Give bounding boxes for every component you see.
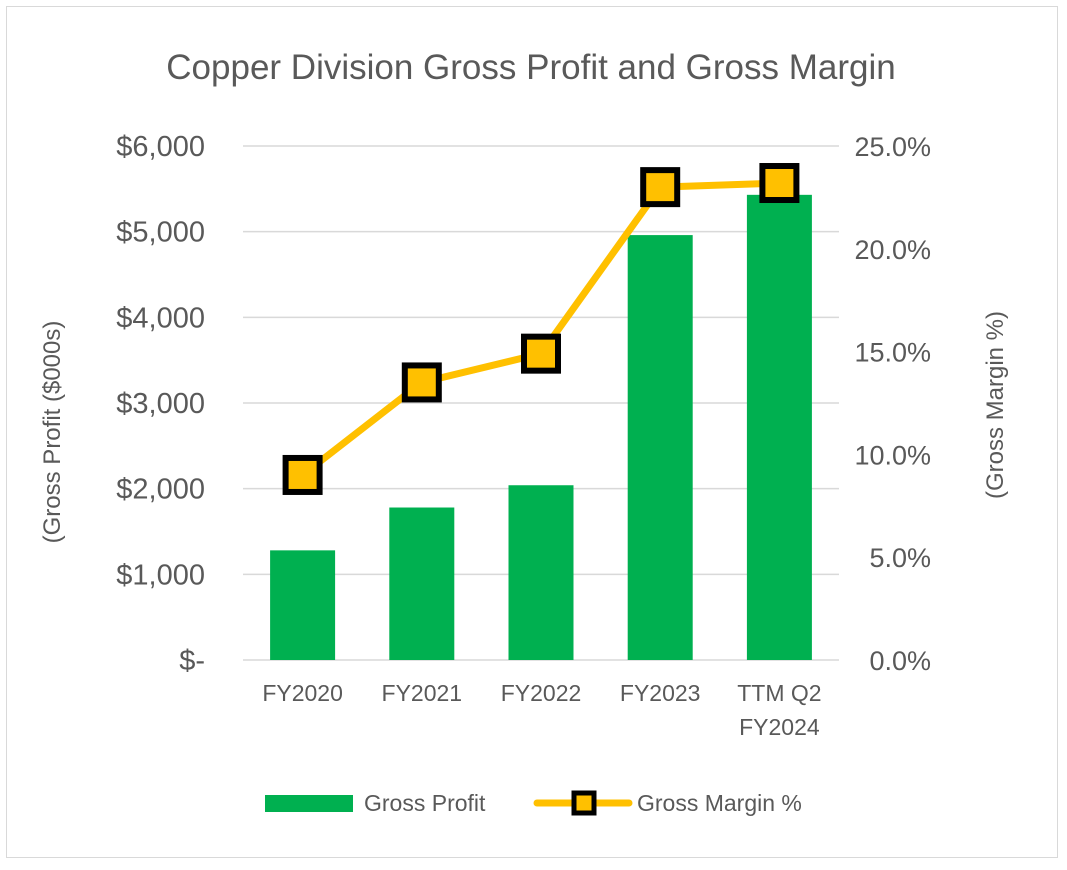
y-tick-label: $- [179, 645, 205, 677]
line-point-marker [640, 167, 681, 208]
line-series [282, 163, 800, 495]
x-tick-label: FY2021 [382, 680, 463, 706]
line-point-marker [282, 454, 323, 495]
y2-tick-label: 0.0% [869, 646, 931, 676]
y-tick-label: $4,000 [116, 302, 205, 334]
legend-label-gross-margin: Gross Margin % [637, 790, 802, 816]
legend-marker-gross-margin [571, 790, 597, 816]
line-point-marker [521, 333, 561, 374]
y2-tick-label: 15.0% [854, 338, 931, 368]
bar [627, 235, 693, 661]
bar [270, 550, 336, 660]
y-tick-label: $2,000 [116, 474, 205, 506]
bar-series [270, 194, 812, 661]
y2-tick-label: 25.0% [854, 132, 931, 162]
y-tick-label: $6,000 [116, 131, 205, 163]
legend: Gross Profit Gross Margin % [265, 790, 802, 816]
right-axis-label: (Gross Margin %) [982, 311, 1009, 499]
left-axis-label: (Gross Profit ($000s) [39, 321, 66, 544]
x-tick-label: FY2024 [739, 714, 820, 740]
line-point-marker [401, 362, 442, 403]
y2-tick-label: 10.0% [854, 440, 931, 470]
y2-tick-label: 5.0% [869, 543, 931, 573]
y-tick-label: $3,000 [116, 388, 205, 420]
y-tick-label: $5,000 [116, 217, 205, 249]
x-tick-label: FY2020 [262, 680, 343, 706]
y2-tick-label: 20.0% [854, 235, 931, 265]
y-tick-label: $1,000 [116, 559, 205, 591]
right-axis-ticks: 0.0% 5.0% 10.0% 15.0% 20.0% 25.0% [854, 132, 931, 676]
bar [508, 485, 574, 660]
bar [746, 194, 812, 660]
left-axis-ticks: $- $1,000 $2,000 $3,000 $4,000 $5,000 $6,000 [116, 131, 205, 677]
line-point-marker [759, 163, 800, 204]
bar [389, 507, 455, 660]
x-tick-label: FY2023 [620, 680, 701, 706]
legend-label-gross-profit: Gross Profit [364, 790, 486, 816]
gridlines [243, 145, 839, 661]
x-tick-label: TTM Q2 [737, 680, 821, 706]
chart-frame [6, 6, 1058, 858]
series-line [299, 179, 783, 479]
legend-swatch-gross-profit [265, 795, 353, 812]
category-axis-ticks: FY2020 FY2021 FY2022 FY2023 TTM Q2 FY2024 [262, 680, 821, 740]
chart-title: Copper Division Gross Profit and Gross M… [166, 48, 895, 87]
x-tick-label: FY2022 [501, 680, 582, 706]
